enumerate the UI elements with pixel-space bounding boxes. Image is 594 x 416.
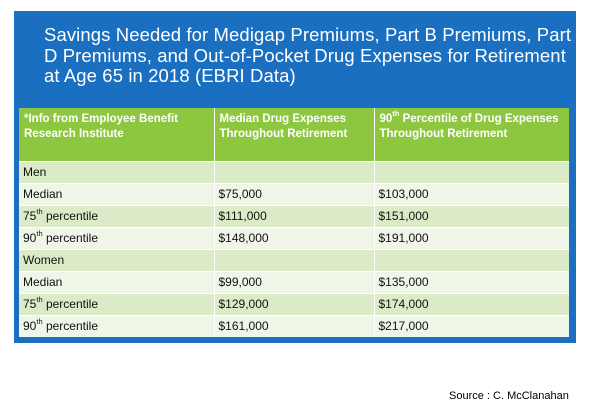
row-label: 75th percentile bbox=[19, 204, 215, 227]
median-value: $111,000 bbox=[214, 204, 375, 227]
slide-title: Savings Needed for Medigap Premiums, Par… bbox=[44, 24, 572, 86]
row-label-main: Median bbox=[23, 187, 63, 201]
row-label-main: Median bbox=[23, 275, 63, 289]
median-value: $99,000 bbox=[214, 270, 375, 293]
p90-value: $191,000 bbox=[374, 226, 569, 249]
p90-value: $151,000 bbox=[374, 204, 569, 227]
expenses-table: *Info from Employee Benefit Research Ins… bbox=[19, 108, 569, 337]
row-label: Median bbox=[19, 182, 215, 205]
header-source-note: *Info from Employee Benefit Research Ins… bbox=[19, 108, 215, 161]
row-label-main: 90 bbox=[23, 231, 37, 245]
table-header-row: *Info from Employee Benefit Research Ins… bbox=[19, 108, 569, 161]
row-label-sup: th bbox=[36, 295, 43, 304]
row-label-rest: percentile bbox=[42, 319, 98, 334]
table-group-row: Men bbox=[19, 160, 569, 183]
row-label-main: 75 bbox=[23, 209, 37, 223]
header-90th-rest: Percentile of Drug Expenses Throughout R… bbox=[379, 113, 559, 140]
row-label-sup: th bbox=[36, 229, 43, 238]
row-label-main: 75 bbox=[23, 297, 37, 311]
empty-cell bbox=[374, 248, 569, 271]
header-90th-sup: th bbox=[392, 109, 400, 119]
empty-cell bbox=[374, 160, 569, 183]
row-label: 75th percentile bbox=[19, 292, 215, 315]
row-label: 90th percentile bbox=[19, 226, 215, 249]
row-label-main: 90 bbox=[23, 319, 37, 334]
row-label-sup: th bbox=[36, 207, 43, 216]
table-row: 75th percentile $111,000 $151,000 bbox=[19, 204, 569, 227]
header-median: Median Drug Expenses Throughout Retireme… bbox=[214, 108, 375, 161]
group-label: Women bbox=[19, 248, 215, 271]
table-group-row: Women bbox=[19, 248, 569, 271]
median-value: $129,000 bbox=[214, 292, 375, 315]
empty-cell bbox=[214, 248, 375, 271]
row-label-sup: th bbox=[36, 317, 43, 327]
header-90th-percentile: 90th Percentile of Drug Expenses Through… bbox=[374, 108, 569, 161]
table-row: Median $75,000 $103,000 bbox=[19, 182, 569, 205]
table-row: 75th percentile $129,000 $174,000 bbox=[19, 292, 569, 315]
group-label: Men bbox=[19, 160, 215, 183]
p90-value: $217,000 bbox=[374, 314, 569, 337]
p90-value: $103,000 bbox=[374, 182, 569, 205]
median-value: $148,000 bbox=[214, 226, 375, 249]
p90-value: $135,000 bbox=[374, 270, 569, 293]
median-value: $75,000 bbox=[214, 182, 375, 205]
row-label-rest: percentile bbox=[42, 209, 98, 223]
p90-value: $174,000 bbox=[374, 292, 569, 315]
row-label: 90th percentile bbox=[19, 314, 215, 337]
table-body: Men Median $75,000 $103,000 75th percentile $… bbox=[19, 160, 569, 337]
median-value: $161,000 bbox=[214, 314, 375, 337]
table-row: 90th percentile $161,000 $217,000 bbox=[19, 314, 569, 337]
table-row: 90th percentile $148,000 $191,000 bbox=[19, 226, 569, 249]
header-90th-number: 90 bbox=[379, 113, 393, 125]
row-label-rest: percentile bbox=[42, 231, 98, 245]
slide-panel: Savings Needed for Medigap Premiums, Par… bbox=[14, 11, 576, 343]
source-credit: Source : C. McClanahan bbox=[449, 390, 569, 402]
empty-cell bbox=[214, 160, 375, 183]
table-row: Median $99,000 $135,000 bbox=[19, 270, 569, 293]
row-label: Median bbox=[19, 270, 215, 293]
row-label-rest: percentile bbox=[42, 297, 98, 311]
